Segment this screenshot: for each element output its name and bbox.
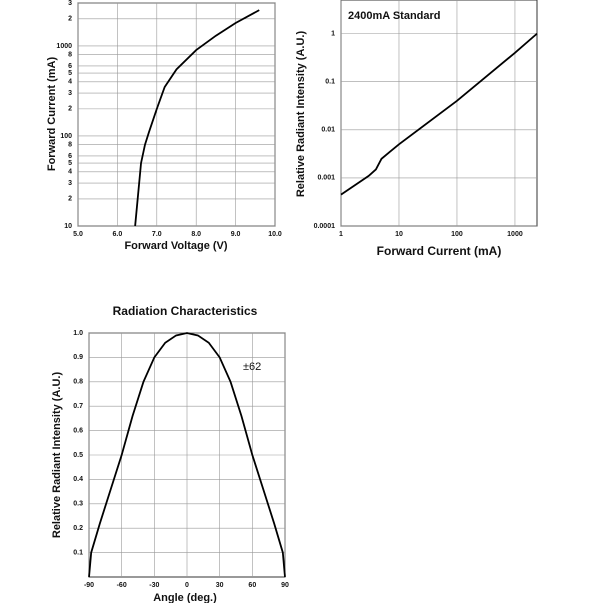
y-tick-label: 2: [68, 106, 72, 113]
y-tick-label: 0.4: [73, 476, 83, 483]
y-tick-label: 0.3: [73, 501, 83, 508]
y-axis-label: Relative Radiant Intensity (A.U.): [295, 31, 307, 198]
y-tick-label: 6: [68, 153, 72, 160]
x-tick-label: 60: [248, 582, 256, 589]
y-axis-label: Forward Current (mA): [46, 57, 58, 172]
chart-title: Radiation Characteristics: [113, 304, 258, 318]
plot-area: [77, 2, 276, 227]
x-tick-label: 100: [451, 231, 463, 238]
y-tick-label: 4: [68, 79, 72, 86]
x-tick-label: 1: [339, 231, 343, 238]
y-tick-label: 0.8: [73, 379, 83, 386]
y-tick-label: 0.001: [317, 175, 335, 182]
x-tick-label: 9.0: [231, 231, 241, 238]
y-tick-label: 5: [68, 160, 72, 167]
data-line: [134, 9, 260, 227]
x-tick-label: 10.0: [268, 231, 282, 238]
y-tick-label: 0.0001: [314, 223, 336, 230]
y-tick-label: 0.1: [73, 549, 83, 556]
x-tick-label: 0: [185, 582, 189, 589]
x-axis-label: Forward Voltage (V): [124, 240, 227, 252]
x-axis-label: Forward Current (mA): [377, 244, 502, 258]
x-tick-label: 1000: [507, 231, 523, 238]
y-tick-label: 4: [68, 169, 72, 176]
y-tick-label: 3: [68, 90, 72, 97]
y-tick-label: 0.01: [321, 127, 335, 134]
y-tick-label: 6: [68, 63, 72, 70]
y-tick-label: 10: [64, 223, 72, 230]
x-tick-label: 8.0: [191, 231, 201, 238]
x-tick-label: -30: [149, 582, 159, 589]
y-tick-label: 0.1: [325, 79, 335, 86]
plot-area: [340, 0, 538, 227]
y-tick-label: 0.9: [73, 354, 83, 361]
x-tick-label: 5.0: [73, 231, 83, 238]
y-tick-label: 0.2: [73, 525, 83, 532]
x-tick-label: 7.0: [152, 231, 162, 238]
x-tick-label: 90: [281, 582, 289, 589]
y-tick-label: 1: [331, 30, 335, 37]
x-tick-label: -60: [117, 582, 127, 589]
y-tick-label: 0.6: [73, 427, 83, 434]
y-tick-label: 1.0: [73, 330, 83, 337]
x-tick-label: 10: [395, 231, 403, 238]
y-tick-label: 3: [68, 0, 72, 7]
y-tick-label: 8: [68, 52, 72, 59]
annotation: ±62: [243, 361, 261, 373]
y-tick-label: 5: [68, 70, 72, 77]
annotation: 2400mA Standard: [348, 10, 441, 22]
y-tick-label: 100: [60, 133, 72, 140]
y-tick-label: 2: [68, 16, 72, 23]
y-tick-label: 2: [68, 196, 72, 203]
y-tick-label: 3: [68, 180, 72, 187]
x-tick-label: 6.0: [113, 231, 123, 238]
y-tick-label: 1000: [56, 43, 72, 50]
y-tick-label: 8: [68, 142, 72, 149]
x-axis-label: Angle (deg.): [153, 592, 217, 603]
y-tick-label: 0.5: [73, 452, 83, 459]
data-line: [340, 32, 538, 196]
x-tick-label: 30: [216, 582, 224, 589]
y-axis-label: Relative Radiant Intensity (A.U.): [51, 372, 63, 539]
x-tick-label: -90: [84, 582, 94, 589]
y-tick-label: 0.7: [73, 403, 83, 410]
data-line: [88, 332, 286, 578]
